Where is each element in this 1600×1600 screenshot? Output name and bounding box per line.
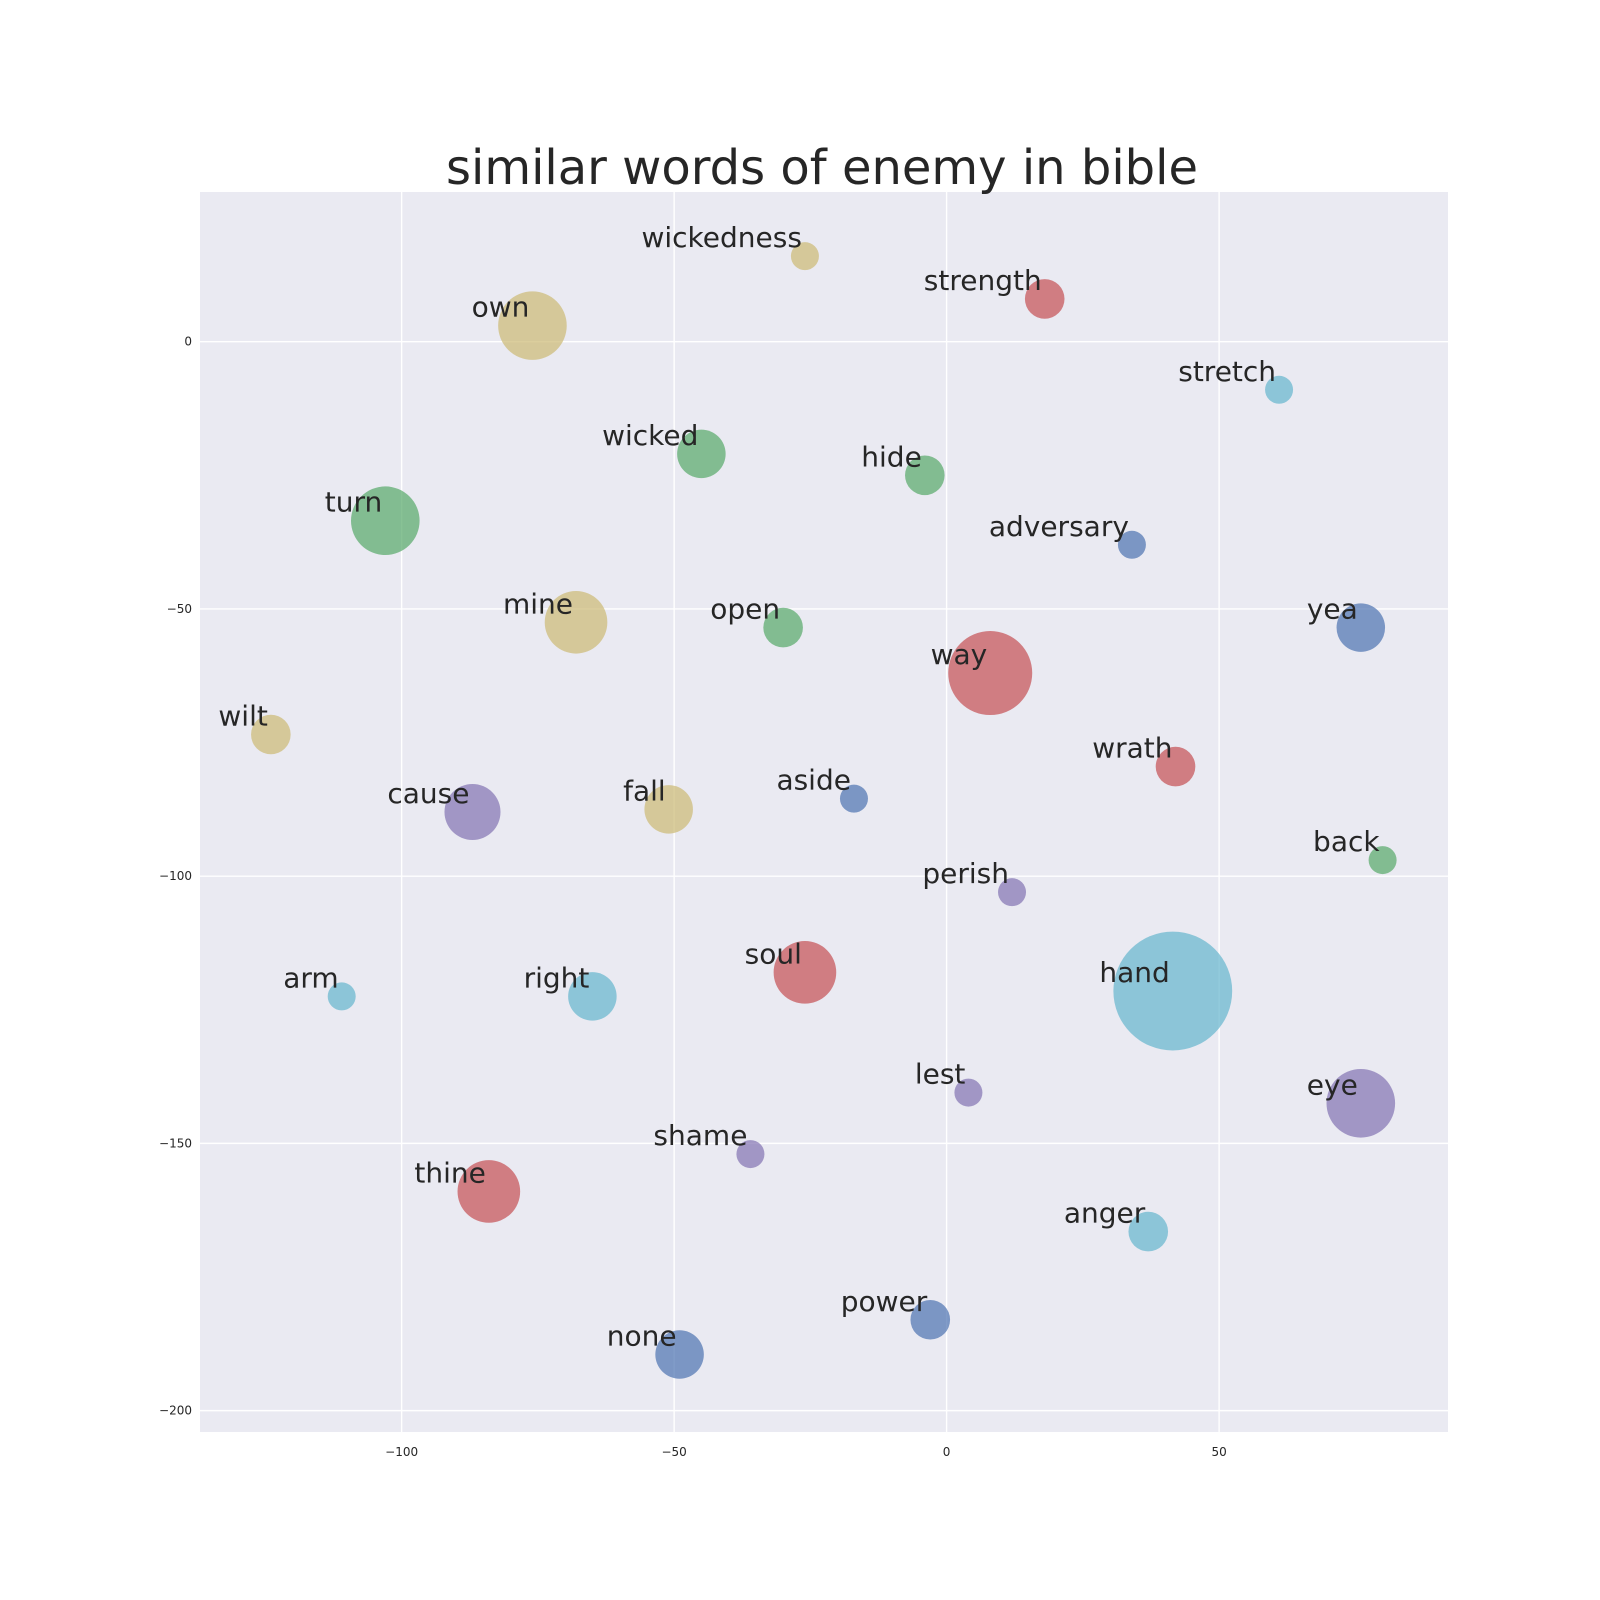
point-shame xyxy=(736,1140,765,1169)
point-perish xyxy=(998,878,1027,907)
point-hide xyxy=(905,455,945,496)
point-back xyxy=(1368,846,1397,875)
point-wickedness xyxy=(790,242,819,271)
point-label-right: right xyxy=(524,961,590,994)
y-tick-label: −150 xyxy=(159,1136,192,1150)
point-label-wicked: wicked xyxy=(602,419,698,452)
point-yea xyxy=(1336,603,1386,652)
point-wilt xyxy=(251,714,291,755)
x-tick-label: 0 xyxy=(943,1445,951,1459)
point-stretch xyxy=(1265,375,1294,404)
point-label-thine: thine xyxy=(414,1156,485,1189)
point-label-arm: arm xyxy=(283,961,338,994)
point-lest xyxy=(954,1078,983,1107)
point-label-way: way xyxy=(931,638,988,671)
plot-area xyxy=(200,192,1448,1432)
point-label-power: power xyxy=(841,1285,928,1318)
chart-title: similar words of enemy in bible xyxy=(446,140,1198,196)
point-label-wilt: wilt xyxy=(218,700,267,733)
x-tick-label: 50 xyxy=(1211,1445,1226,1459)
point-mine xyxy=(544,590,608,654)
point-turn xyxy=(350,486,420,555)
point-label-shame: shame xyxy=(653,1119,747,1152)
point-right xyxy=(568,972,617,1021)
point-label-soul: soul xyxy=(745,937,802,970)
point-label-stretch: stretch xyxy=(1178,355,1276,388)
point-own xyxy=(498,291,567,360)
y-tick-label: 0 xyxy=(184,335,192,349)
point-label-fall: fall xyxy=(623,774,666,807)
point-power xyxy=(910,1299,951,1340)
x-tick-label: −100 xyxy=(385,1445,418,1459)
point-none xyxy=(655,1330,704,1379)
point-label-turn: turn xyxy=(325,486,383,519)
point-label-wrath: wrath xyxy=(1092,732,1172,765)
point-arm xyxy=(327,982,356,1011)
point-anger xyxy=(1128,1211,1169,1252)
point-label-open: open xyxy=(710,593,780,626)
point-label-own: own xyxy=(472,291,530,324)
point-label-back: back xyxy=(1313,825,1380,858)
point-label-strength: strength xyxy=(924,264,1042,297)
point-label-hand: hand xyxy=(1099,956,1169,989)
point-label-hide: hide xyxy=(861,440,922,473)
point-label-cause: cause xyxy=(387,777,469,810)
point-label-adversary: adversary xyxy=(989,510,1129,543)
point-label-mine: mine xyxy=(503,587,573,620)
point-open xyxy=(763,607,803,648)
y-tick-label: −50 xyxy=(167,602,192,616)
y-tick-label: −200 xyxy=(159,1404,192,1418)
point-label-aside: aside xyxy=(776,764,851,797)
point-fall xyxy=(644,785,693,834)
point-hand xyxy=(1113,931,1233,1051)
tick-labels: −100 −50 0 50 0 −50 −100 −150 −200 xyxy=(159,335,1227,1459)
point-wicked xyxy=(677,429,726,479)
point-adversary xyxy=(1117,530,1146,559)
point-cause xyxy=(444,784,501,840)
point-label-eye: eye xyxy=(1307,1068,1358,1101)
point-label-perish: perish xyxy=(922,857,1009,890)
point-label-yea: yea xyxy=(1307,593,1358,626)
point-wrath xyxy=(1155,746,1196,787)
point-way xyxy=(948,631,1033,716)
point-labels: wickedness strength own stretch wicked hide tu… xyxy=(218,221,1380,1352)
point-thine xyxy=(457,1160,521,1223)
point-label-anger: anger xyxy=(1064,1197,1146,1230)
point-eye xyxy=(1326,1069,1396,1138)
y-tick-label: −100 xyxy=(159,869,192,883)
point-strength xyxy=(1024,279,1065,319)
point-label-none: none xyxy=(607,1320,677,1353)
point-label-lest: lest xyxy=(915,1058,966,1091)
data-points xyxy=(251,242,1397,1379)
point-label-wickedness: wickedness xyxy=(641,221,801,254)
point-aside xyxy=(839,784,868,813)
x-tick-label: −50 xyxy=(661,1445,686,1459)
point-soul xyxy=(773,941,837,1004)
